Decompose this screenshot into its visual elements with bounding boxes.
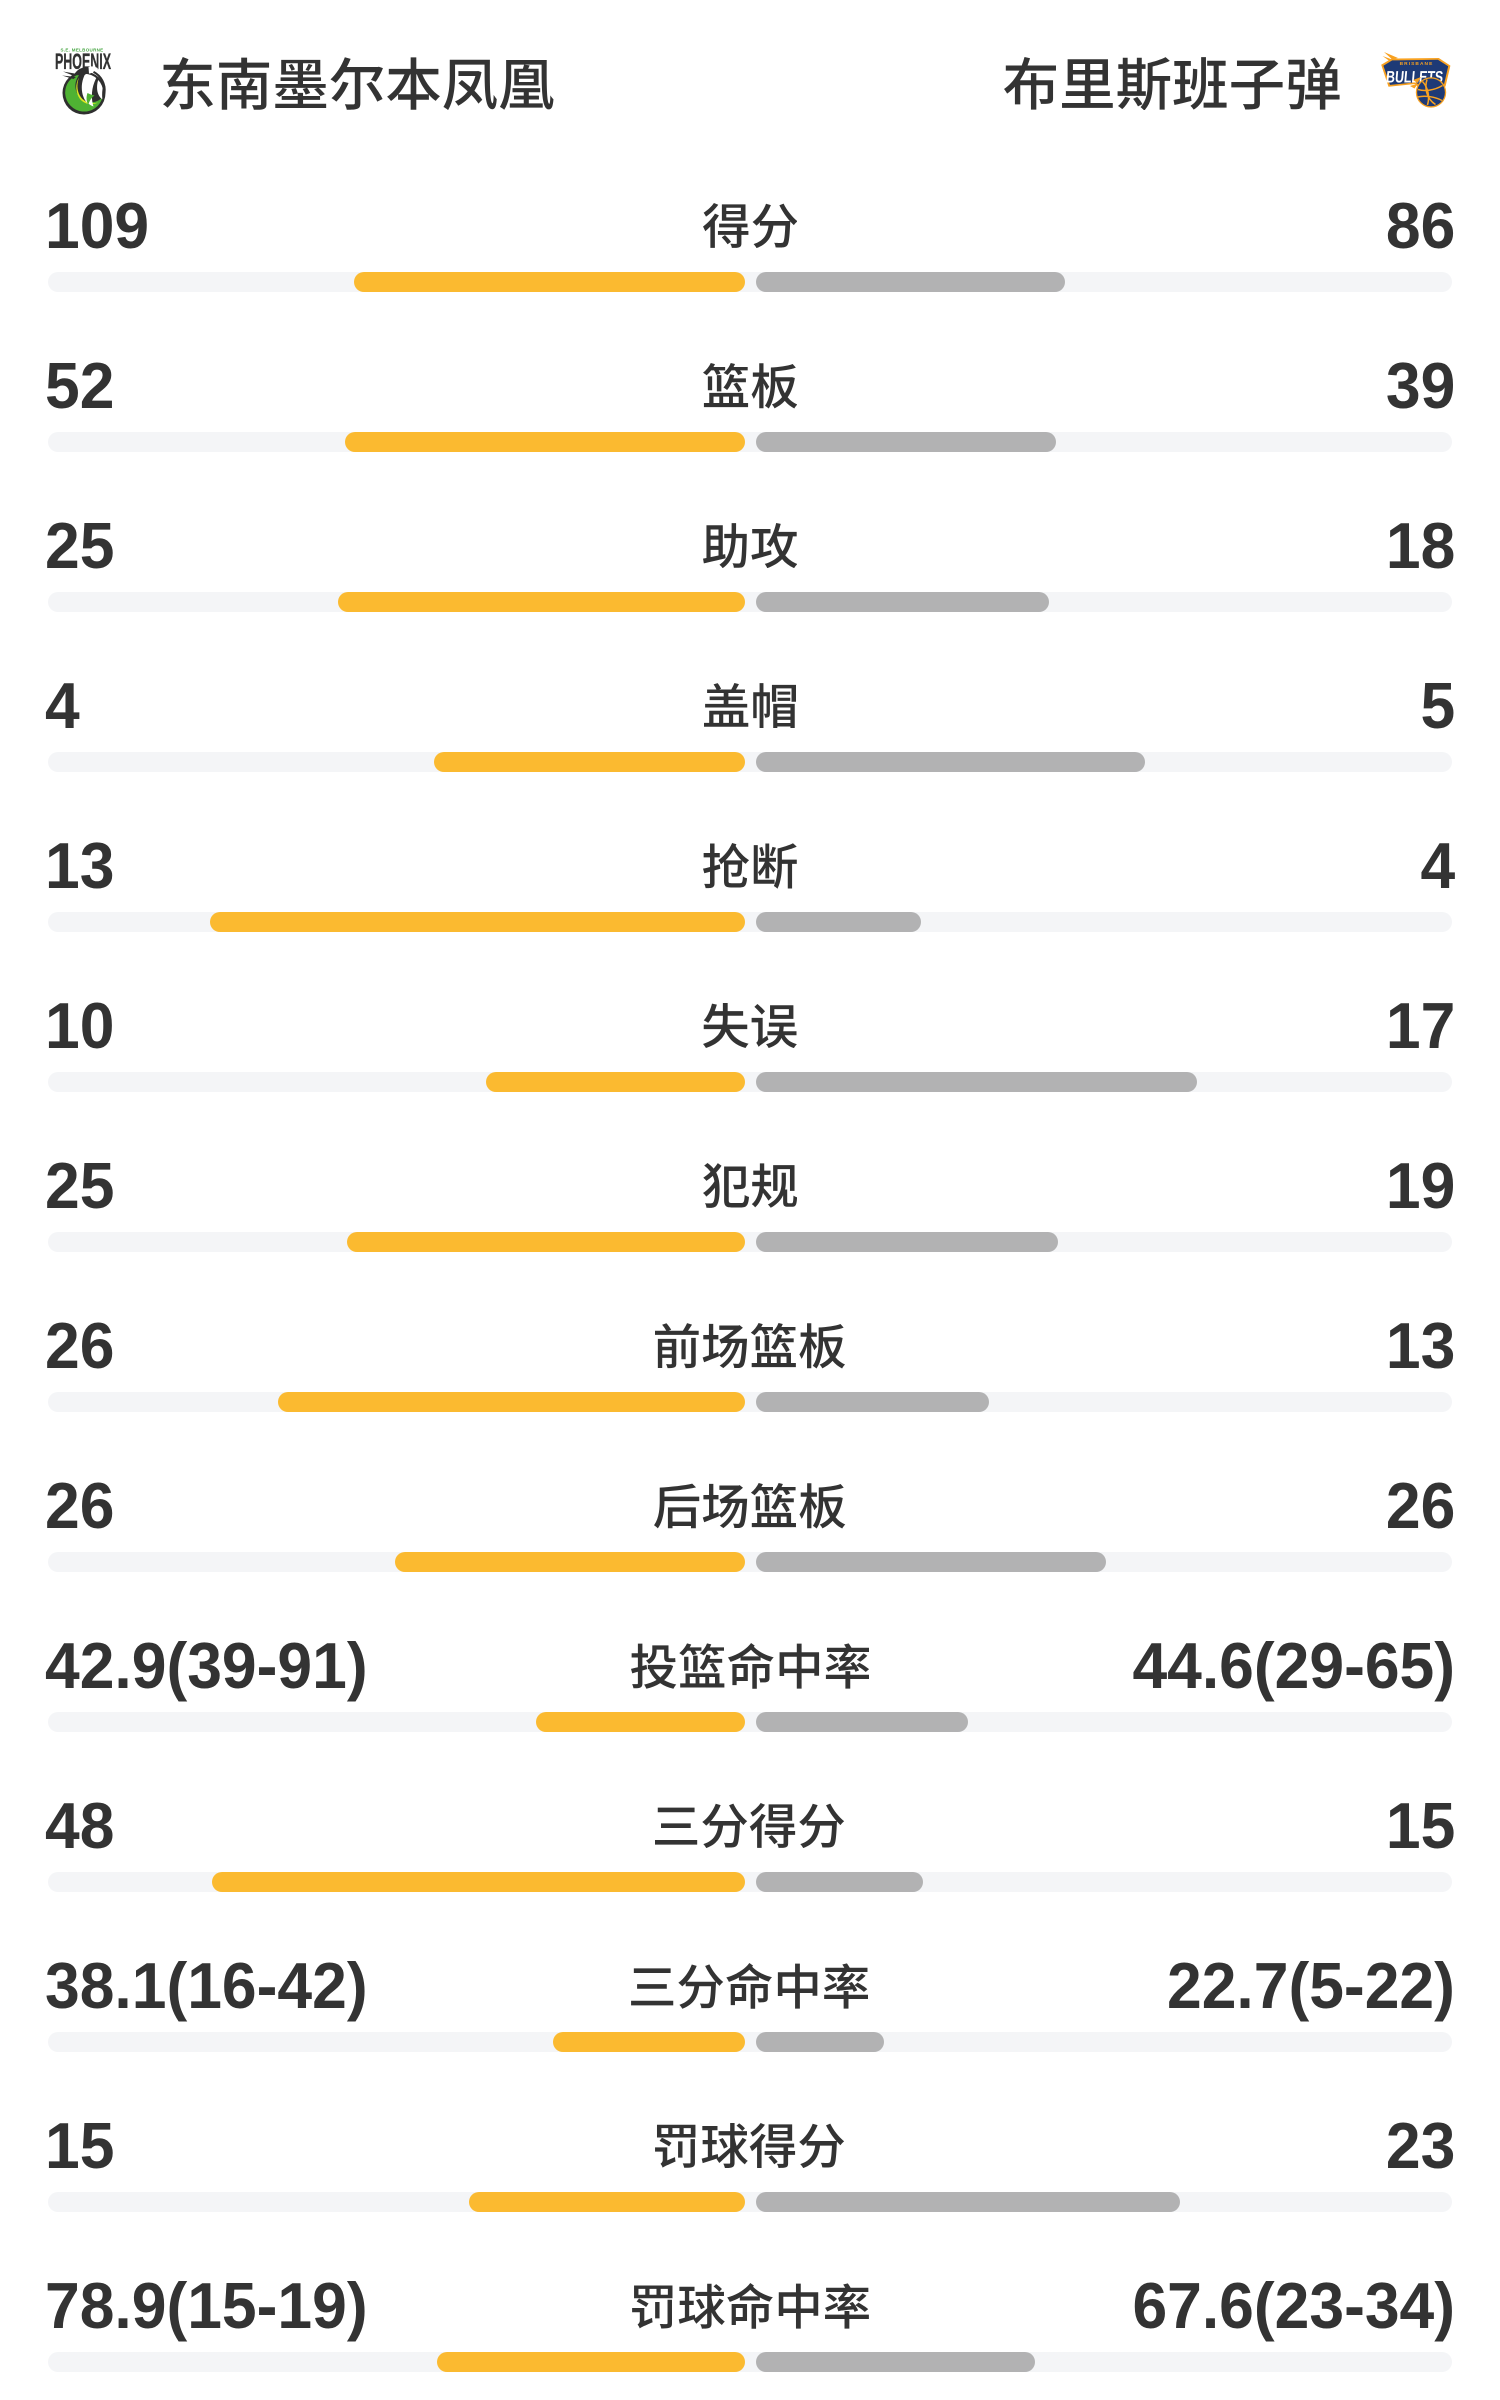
svg-text:S.E. MELBOURNE: S.E. MELBOURNE xyxy=(61,48,104,53)
svg-text:BRISBANE: BRISBANE xyxy=(1400,61,1434,67)
